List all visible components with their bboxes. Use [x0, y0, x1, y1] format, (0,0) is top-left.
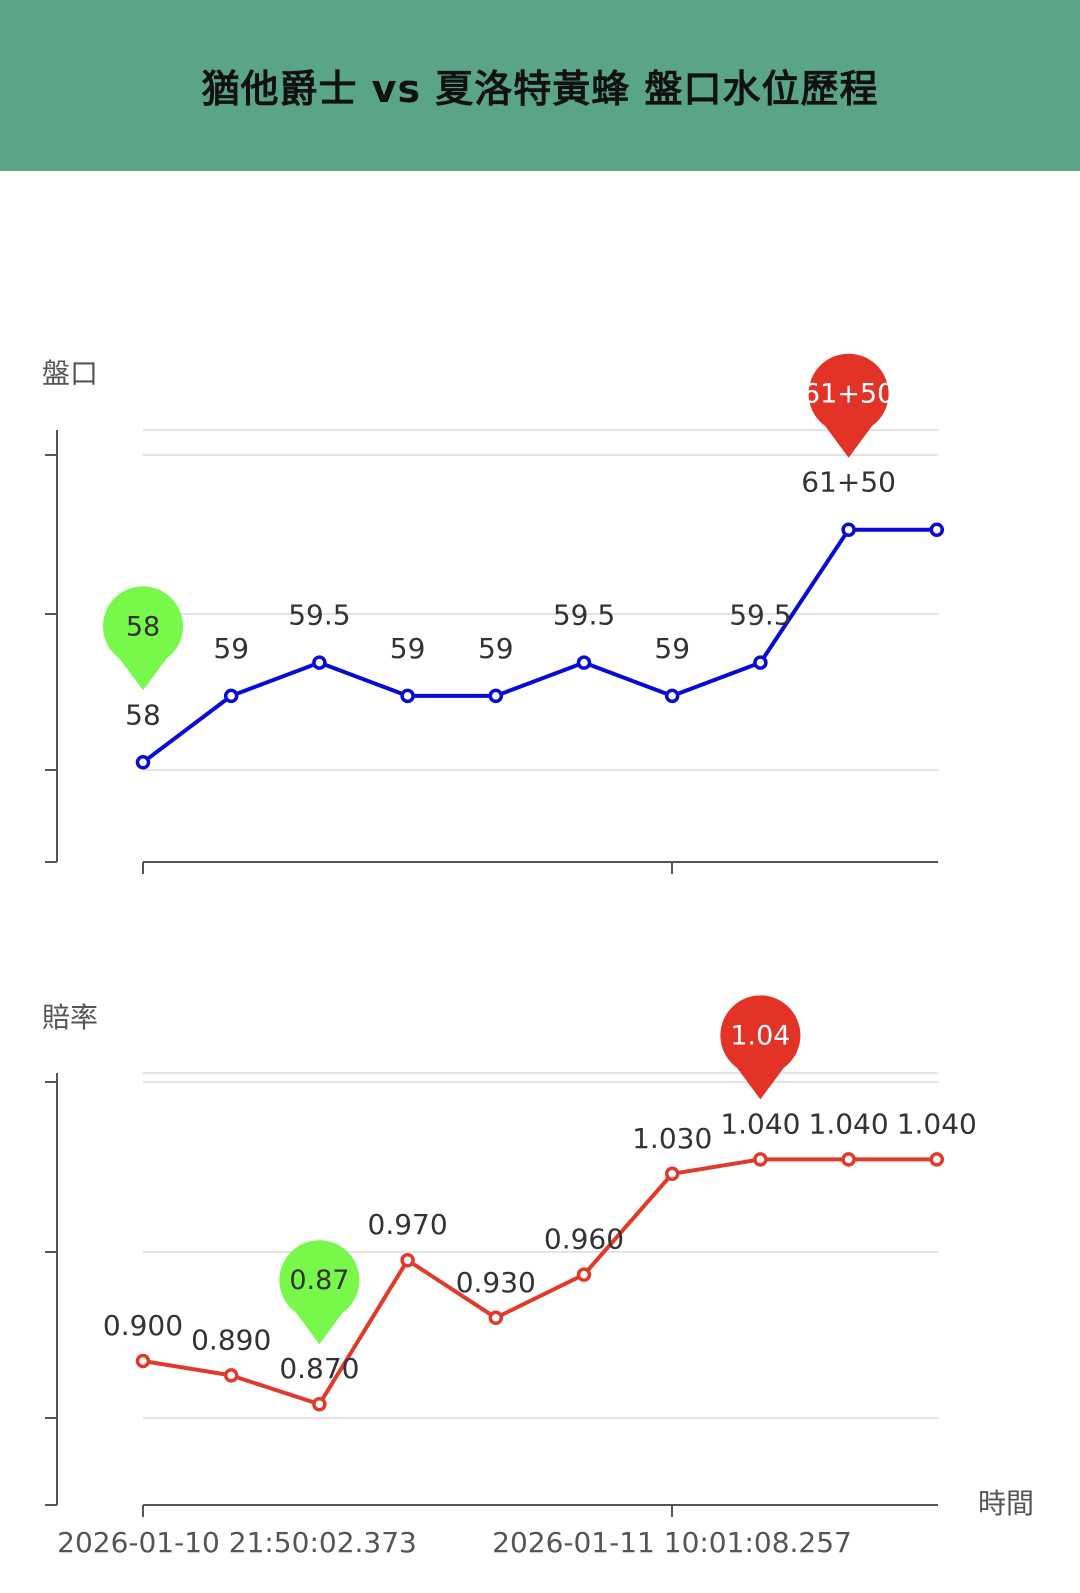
data-point: [488, 1310, 504, 1326]
data-point: [488, 688, 504, 704]
data-label: 59: [213, 632, 249, 665]
data-label: 1.040: [720, 1107, 800, 1140]
handicap-chart: 盤口 58 59 59.5 59 59 59.5 59 59.5 61+50 61+50 58: [42, 353, 945, 874]
data-label: 59: [654, 632, 690, 665]
odds-axis-name: 賠率: [42, 1001, 98, 1034]
page-title: 猶他爵士 vs 夏洛特黃蜂 盤口水位歷程: [201, 67, 879, 111]
data-point: [753, 655, 768, 670]
data-label: 59.5: [553, 599, 615, 632]
data-label: 0.890: [191, 1323, 271, 1356]
data-label: 1.040: [809, 1107, 889, 1140]
data-point: [841, 1152, 856, 1167]
data-point: [135, 755, 151, 770]
max-marker-label: 61+50: [803, 379, 894, 410]
x-tick-label-1: 2026-01-11 10:01:08.257: [492, 1526, 852, 1559]
data-label: 0.870: [279, 1352, 359, 1385]
handicap-axis-name: 盤口: [42, 357, 98, 390]
max-marker-pin: [720, 995, 801, 1100]
series-line: [142, 1157, 937, 1407]
min-marker-pin: [103, 586, 184, 691]
data-point: [841, 522, 856, 537]
data-point: [664, 1166, 680, 1182]
odds-grid: [143, 1072, 938, 1419]
data-label: 59.5: [288, 599, 350, 632]
odds-chart: 賠率 時間 2026-01-10 21:50:02.373 2026-01-11…: [42, 995, 1034, 1559]
data-point: [400, 688, 415, 704]
data-label: 59: [390, 632, 426, 665]
handicap-marks: 58 59 59.5 59 59 59.5 59 59.5 61+50 61+50 58: [103, 353, 945, 770]
data-point: [929, 1152, 945, 1167]
data-point: [312, 1396, 327, 1412]
data-point: [135, 1353, 151, 1369]
max-marker-pin: [808, 353, 889, 458]
data-point: [223, 688, 239, 704]
data-point: [400, 1252, 415, 1268]
data-point: [576, 1267, 592, 1282]
min-marker-label: 0.87: [289, 1265, 349, 1296]
odds-x-axis-name: 時間: [978, 1487, 1034, 1520]
chart-area: 盤口 58 59 59.5 59 59 59.5 59 59.5 61+50 61+50 58 賠率…: [42, 353, 1034, 1559]
series-line: [141, 527, 937, 764]
handicap-ticks: [45, 454, 673, 874]
data-label: 58: [125, 698, 161, 731]
header-bar: 猶他爵士 vs 夏洛特黃蜂 盤口水位歷程: [0, 0, 1080, 171]
data-point: [753, 1152, 768, 1167]
data-label: 1.040: [897, 1107, 977, 1140]
min-marker-label: 58: [126, 611, 160, 642]
handicap-grid: [143, 429, 938, 771]
data-point: [223, 1368, 239, 1383]
data-label: 0.970: [368, 1208, 448, 1241]
max-marker-label: 1.04: [730, 1020, 790, 1051]
data-label: 1.030: [632, 1122, 712, 1155]
data-label: 61+50: [801, 466, 896, 499]
data-point: [576, 655, 592, 670]
data-point: [312, 655, 327, 670]
data-point: [929, 522, 945, 537]
data-label: 0.960: [544, 1223, 624, 1256]
data-label: 59.5: [729, 599, 791, 632]
data-label: 59: [478, 632, 514, 665]
data-label: 0.930: [456, 1266, 536, 1299]
data-point: [664, 688, 680, 704]
data-label: 0.900: [103, 1309, 183, 1342]
odds-ticks: [45, 1081, 673, 1517]
min-marker-pin: [279, 1240, 360, 1345]
x-tick-label-0: 2026-01-10 21:50:02.373: [57, 1526, 417, 1559]
